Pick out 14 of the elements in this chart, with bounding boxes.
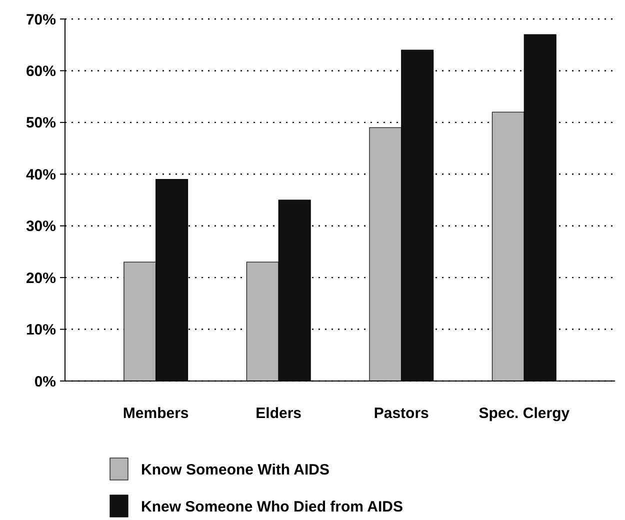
legend-label: Knew Someone Who Died from AIDS: [141, 498, 403, 516]
y-tick-label: 70%: [26, 11, 56, 28]
y-tick-label: 60%: [26, 62, 56, 80]
legend-label: Know Someone With AIDS: [141, 461, 330, 478]
x-tick-label: Members: [122, 405, 189, 422]
y-tick-label: 30%: [26, 218, 56, 236]
x-tick-label: Elders: [256, 405, 302, 422]
y-tick-label: 0%: [34, 373, 56, 390]
x-tick-label: Pastors: [374, 405, 429, 422]
y-tick-label: 40%: [26, 166, 56, 184]
y-tick-label: 50%: [26, 114, 56, 132]
y-tick-label: 20%: [26, 270, 56, 287]
y-tick-label: 10%: [26, 322, 56, 339]
x-tick-label: Spec. Clergy: [478, 405, 570, 422]
